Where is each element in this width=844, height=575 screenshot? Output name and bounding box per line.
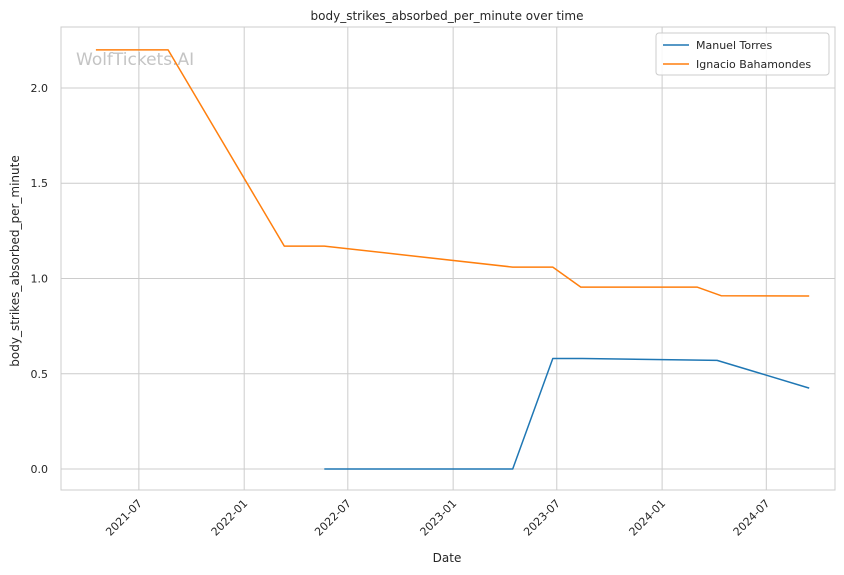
y-tick-label: 1.0	[31, 273, 49, 286]
y-tick-label: 0.0	[31, 463, 49, 476]
series-line	[95, 49, 810, 297]
y-tick-label: 0.5	[31, 368, 49, 381]
x-axis-title: Date	[433, 551, 462, 565]
legend-label: Ignacio Bahamondes	[696, 58, 811, 71]
y-tick-label: 2.0	[31, 82, 49, 95]
chart-title: body_strikes_absorbed_per_minute over ti…	[311, 9, 584, 23]
legend: Manuel Torres Ignacio Bahamondes	[655, 32, 830, 76]
series-line	[324, 357, 810, 470]
legend-box	[655, 32, 830, 76]
series-lines	[95, 49, 810, 470]
legend-label: Manuel Torres	[696, 39, 772, 52]
y-tick-label: 1.5	[31, 177, 49, 190]
watermark: WolfTickets.AI	[76, 50, 194, 70]
plot-frame	[60, 26, 836, 491]
y-axis-title: body_strikes_absorbed_per_minute	[8, 155, 22, 366]
